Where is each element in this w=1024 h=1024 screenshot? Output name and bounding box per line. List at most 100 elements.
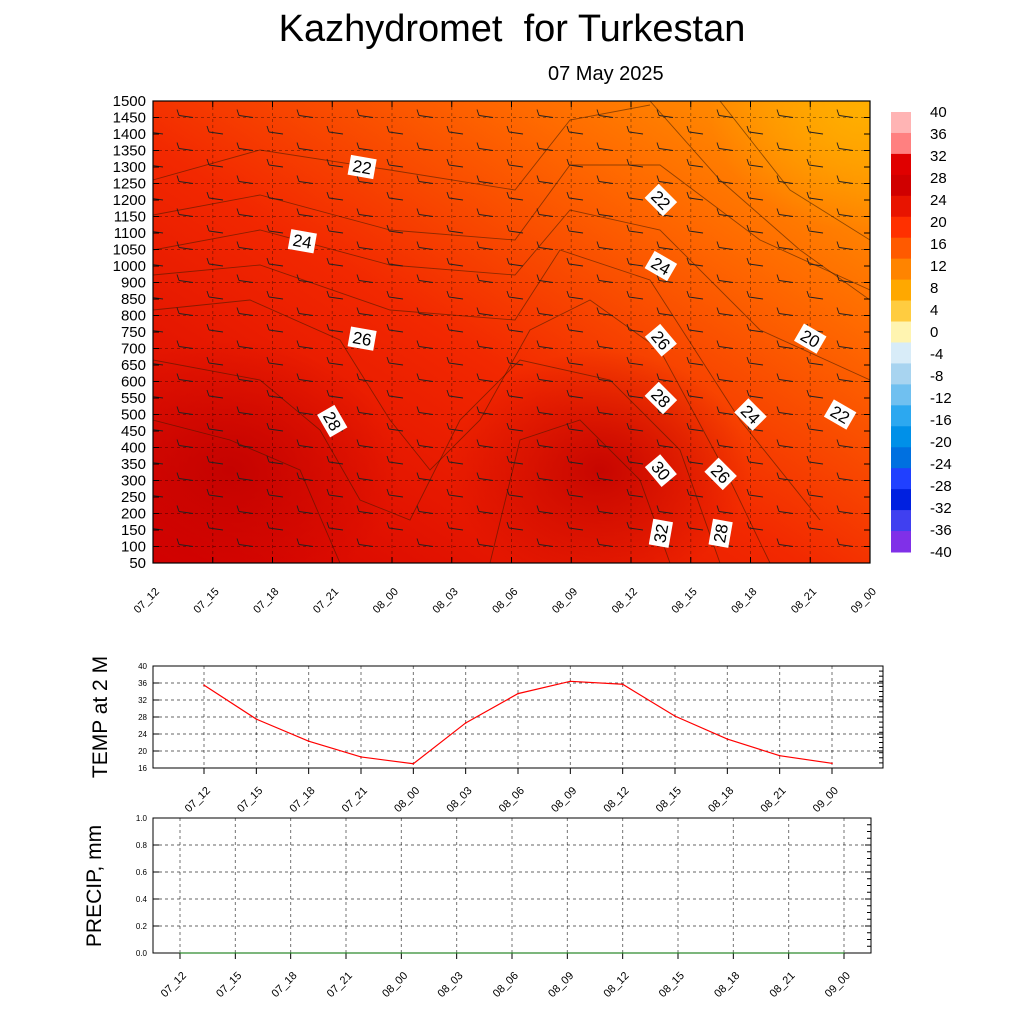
wind-barb-flag: [147, 126, 149, 132]
wind-barb: [238, 181, 254, 184]
wind-barb-flag: [476, 538, 480, 545]
wind-barb-flag: [746, 488, 750, 496]
wind-barb-flag: [716, 406, 720, 413]
wind-barb: [658, 511, 674, 514]
wind-barb: [238, 412, 254, 415]
wind-barb-flag: [626, 356, 630, 364]
wind-barb: [568, 164, 584, 168]
wind-barb-flag: [566, 323, 570, 331]
wind-barb: [718, 148, 734, 151]
y-tick-label: 100: [121, 539, 146, 556]
wind-barb-flag: [806, 356, 810, 364]
colorbar-label: 4: [930, 302, 938, 319]
wind-barb: [208, 395, 224, 399]
wind-barb-flag: [746, 389, 750, 397]
wind-barb: [238, 379, 254, 382]
y-tick-label: 0.8: [136, 841, 148, 850]
wind-barb-flag: [746, 521, 750, 529]
wind-barb-flag: [206, 125, 210, 133]
wind-barb: [808, 263, 824, 267]
wind-barb-flag: [836, 439, 840, 446]
wind-barb-flag: [626, 158, 630, 166]
wind-barb: [628, 263, 644, 267]
wind-barb-flag: [476, 505, 480, 512]
wind-barb: [718, 313, 734, 316]
wind-barb: [153, 231, 164, 234]
wind-barb-flag: [836, 472, 840, 479]
wind-barb: [568, 527, 584, 531]
temp-2m-panel: 40 36 32 28 24 20 16 07_12 07_15 07_18 07_21 08_00…: [89, 656, 884, 815]
wind-barb: [448, 395, 464, 399]
y-tick-label: 1450: [113, 110, 146, 127]
wind-barb-flag: [476, 208, 480, 215]
wind-barb-flag: [386, 521, 390, 529]
wind-barb: [268, 197, 284, 201]
wind-barb-flag: [416, 142, 420, 149]
wind-barb: [598, 544, 614, 547]
wind-barb: [508, 527, 524, 531]
wind-barb-flag: [806, 488, 810, 496]
wind-barb-flag: [746, 455, 750, 463]
wind-barb-flag: [296, 175, 300, 182]
wind-barb-flag: [686, 422, 690, 430]
wind-barb-flag: [686, 125, 690, 133]
contour-line: [719, 101, 870, 241]
contour-label: 24: [287, 229, 317, 254]
wind-barb: [508, 131, 524, 135]
wind-barb: [598, 214, 614, 217]
wind-barb-flag: [596, 307, 600, 314]
wind-barb-flag: [147, 456, 149, 462]
wind-barb: [328, 494, 344, 498]
wind-barb-flag: [716, 439, 720, 446]
wind-barb: [508, 428, 524, 432]
wind-barb-flag: [416, 406, 420, 413]
wind-barb-flag: [716, 109, 720, 116]
wind-barb-flag: [206, 356, 210, 364]
contour-label-box: [287, 229, 317, 254]
wind-barb: [688, 164, 704, 168]
wind-barb: [658, 445, 674, 448]
wind-barb: [568, 494, 584, 498]
wind-barb-flag: [746, 323, 750, 331]
wind-barb: [808, 164, 824, 168]
wind-barb-flag: [236, 406, 240, 413]
wind-barb-flag: [476, 142, 480, 149]
wind-barb: [208, 164, 224, 168]
wind-barb-flag: [266, 389, 270, 397]
contour-label: 32: [648, 518, 673, 548]
wind-barb: [178, 181, 194, 184]
wind-barb: [298, 214, 314, 217]
wind-barb: [598, 478, 614, 481]
wind-barb-flag: [476, 274, 480, 281]
chart-subtitle: 07 May 2025: [548, 63, 664, 85]
x-tick-label: 07_15: [192, 586, 222, 616]
wind-barb: [838, 379, 854, 382]
wind-barb: [658, 313, 674, 316]
wind-barb: [688, 461, 704, 465]
wind-barb: [358, 214, 374, 217]
x-tick-label: 07_12: [183, 785, 213, 815]
wind-barb: [538, 379, 554, 382]
wind-barb-flag: [566, 158, 570, 166]
wind-barb: [838, 247, 854, 250]
wind-barb-flag: [147, 522, 149, 528]
wind-barb-flag: [536, 175, 540, 182]
wind-barb-flag: [476, 307, 480, 314]
wind-barb-flag: [176, 175, 180, 182]
wind-barb-flag: [416, 505, 420, 512]
wind-barb: [748, 296, 764, 300]
wind-barb-flag: [416, 340, 420, 347]
wind-barb: [418, 214, 434, 217]
wind-barb: [568, 395, 584, 399]
wind-barb: [178, 412, 194, 415]
wind-barb-flag: [206, 455, 210, 463]
colorbar-label: 16: [930, 236, 947, 253]
wind-barb: [748, 263, 764, 267]
y-tick-label: 1150: [114, 209, 146, 226]
wind-barb-flag: [147, 357, 149, 363]
x-tick-label: 08_03: [435, 970, 465, 1000]
wind-barb: [778, 445, 794, 448]
x-tick-label: 07_18: [269, 970, 299, 1000]
wind-barb-flag: [746, 125, 750, 133]
wind-barb-flag: [836, 142, 840, 149]
